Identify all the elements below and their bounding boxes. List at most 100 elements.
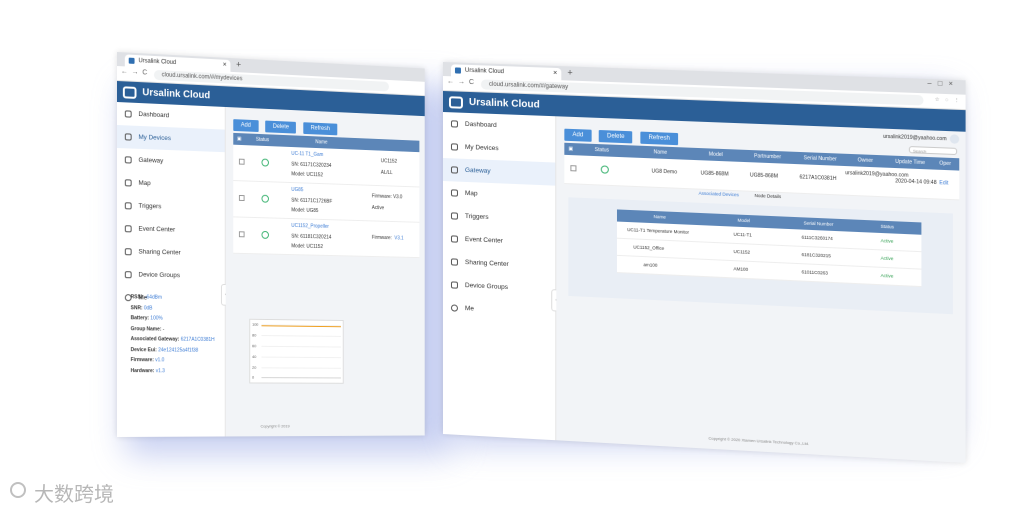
page-footer: Copyright © 2020 Xiamen Ursalink Technol… (556, 427, 965, 455)
gateway-partnumber: UG85-868M (750, 172, 778, 179)
avatar[interactable] (950, 134, 959, 144)
status-badge: Active (881, 268, 894, 285)
watermark-logo-icon (10, 482, 26, 498)
table-row[interactable]: UC1152_Propeller SN: 61181C320214 Model:… (233, 217, 419, 258)
col-status[interactable]: Status (256, 134, 269, 146)
sidebar-label: Dashboard (465, 121, 497, 129)
sidebar-label: Event Center (465, 236, 503, 245)
sidebar-label: Map (138, 180, 150, 187)
add-button[interactable]: Add (233, 119, 258, 132)
toolbar: Add Delete Refresh (564, 123, 681, 146)
col-oper: Oper (939, 157, 951, 170)
new-tab-icon[interactable]: + (567, 67, 572, 77)
nav-buttons[interactable]: ←→C (447, 78, 478, 86)
new-tab-icon[interactable]: + (236, 59, 241, 69)
map-icon (125, 179, 132, 186)
sidebar-label: Event Center (138, 226, 175, 234)
row-checkbox[interactable] (239, 231, 245, 237)
gateway-icon (125, 156, 132, 163)
sidebar-item-device-groups[interactable]: Device Groups (117, 263, 225, 288)
table-row[interactable]: UG85 SN: 61171C1726BF Model: UG85 Firmwa… (233, 181, 419, 223)
gateway-owner: ursalink2019@yaahoo.com (845, 170, 891, 178)
col-name[interactable]: Name (654, 146, 668, 159)
window-controls-icon[interactable]: –□× (927, 80, 959, 88)
device-serial: 61011C0263 (802, 264, 828, 282)
browser-window-gateway: Ursalink Cloud × + –□× ←→C cloud.ursalink… (443, 62, 966, 463)
sidebar-label: Sharing Center (465, 259, 509, 268)
device-extra: Firmware: V3.0 (372, 194, 403, 201)
device-extra: V3.1 (394, 235, 403, 241)
refresh-button[interactable]: Refresh (640, 132, 678, 146)
status-badge: Active (881, 233, 894, 250)
sidebar-label: Triggers (138, 203, 161, 211)
device-model: Model: UG85 (291, 207, 318, 214)
col-owner[interactable]: Owner (858, 154, 873, 167)
associated-devices-table: Name Model Serial Number Status UC11-T1 … (617, 209, 921, 287)
brand-title: Ursalink Cloud (469, 97, 540, 111)
device-name-link[interactable]: UC-11 T1_Gam (291, 151, 323, 158)
col-name[interactable]: Name (315, 136, 327, 148)
gateway-name: UG8 Demo (652, 168, 678, 175)
gateway-serial: 6217A1C0381H (799, 174, 836, 182)
status-badge: Active (881, 250, 894, 267)
sidebar-item-map[interactable]: Map (117, 171, 225, 197)
sidebar-label: Sharing Center (138, 249, 180, 257)
share-icon (125, 248, 132, 255)
user-icon (451, 304, 458, 311)
user-menu[interactable]: ursalink2019@yaahoo.com (883, 132, 959, 144)
col-update-time[interactable]: Update Time (895, 156, 925, 169)
edit-link[interactable]: Edit (939, 180, 948, 187)
device-name-link[interactable]: UG85 (291, 187, 303, 193)
device-extra: Active (372, 205, 384, 211)
devices-icon (451, 143, 458, 150)
search-input[interactable]: Search (909, 146, 957, 155)
detail-battery: Battery: 100% (131, 313, 215, 325)
col-partnumber[interactable]: Partnumber (754, 150, 781, 163)
associated-devices-panel: Name Model Serial Number Status UC11-T1 … (568, 197, 953, 314)
y-tick: 60 (252, 343, 257, 348)
device-name: UC1152_Office (633, 239, 664, 257)
share-icon (451, 258, 458, 265)
device-name: UC11-T1 Temperature Monitor (627, 222, 689, 241)
select-all-checkbox[interactable]: ▣ (568, 143, 573, 155)
favicon-icon (129, 58, 135, 64)
mail-icon (451, 235, 458, 242)
sidebar-item-sharing-center[interactable]: Sharing Center (117, 240, 225, 265)
delete-button[interactable]: Delete (265, 121, 296, 134)
row-checkbox[interactable] (239, 195, 245, 201)
sidebar-item-event-center[interactable]: Event Center (117, 217, 225, 243)
tab-title: Ursalink Cloud (138, 58, 176, 66)
add-button[interactable]: Add (564, 129, 591, 142)
nav-buttons[interactable]: ←→C (121, 68, 151, 77)
refresh-button[interactable]: Refresh (303, 122, 337, 135)
device-name-link[interactable]: UC1152_Propeller (291, 223, 329, 230)
tab-associated-devices[interactable]: Associated Devices (699, 191, 739, 198)
col-model[interactable]: Model (709, 148, 723, 161)
row-checkbox[interactable] (570, 165, 576, 171)
sidebar-label: Map (465, 190, 478, 198)
sidebar-label: Triggers (465, 213, 489, 221)
sidebar-item-triggers[interactable]: Triggers (117, 194, 225, 220)
online-status-icon (601, 165, 609, 173)
sidebar-label: Gateway (465, 167, 491, 175)
col-name: Name (654, 211, 666, 224)
tab-node-details[interactable]: Node Details (755, 193, 782, 199)
delete-button[interactable]: Delete (599, 130, 633, 143)
select-all-checkbox[interactable]: ▣ (237, 133, 241, 145)
page-footer: Copyright © 2019 (261, 423, 425, 428)
y-tick: 100 (252, 322, 259, 327)
tab-title: Ursalink Cloud (465, 68, 504, 75)
close-icon[interactable]: × (223, 60, 227, 72)
browser-extensions-icon[interactable]: ☆ ◌ ⋮ (935, 97, 962, 104)
detail-gateway: Associated Gateway: 6217A1C0381H (131, 334, 215, 345)
dashboard-icon (451, 120, 458, 127)
sidebar: Dashboard My Devices Gateway Map Trigger… (443, 112, 556, 440)
col-status[interactable]: Status (595, 144, 609, 157)
sidebar: Dashboard My Devices Gateway Map Trigger… (117, 102, 226, 437)
sidebar-item-me[interactable]: Me (443, 296, 555, 325)
close-icon[interactable]: × (553, 68, 557, 80)
sidebar-label: Device Groups (465, 282, 508, 291)
row-checkbox[interactable] (239, 159, 245, 165)
y-tick: 20 (252, 365, 257, 370)
sidebar-label: Device Groups (138, 271, 180, 279)
